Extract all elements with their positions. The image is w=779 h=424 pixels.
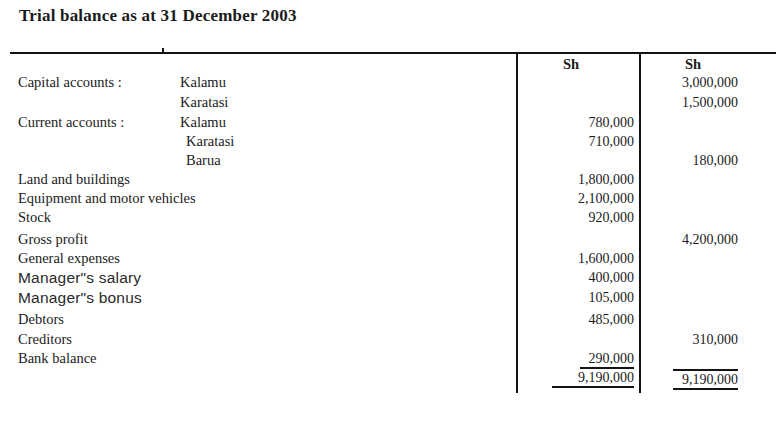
debit-subtotal-underline: 290,000 bbox=[580, 350, 635, 369]
credit-column-header: Sh bbox=[639, 56, 747, 73]
debit-column-header: Sh bbox=[516, 56, 626, 73]
trial-balance-document: Trial balance as at 31 December 2003 Sh … bbox=[0, 0, 779, 424]
account-subname: Kalamu bbox=[180, 114, 226, 131]
page-title: Trial balance as at 31 December 2003 bbox=[19, 6, 297, 26]
account-label: Capital accounts : bbox=[18, 74, 122, 91]
table-row: Manager"s bonus 105,000 bbox=[0, 289, 779, 308]
table-row: Current accounts : Kalamu 780,000 bbox=[0, 114, 779, 133]
table-row: Karatasi 710,000 bbox=[0, 133, 779, 152]
debit-value: 2,100,000 bbox=[518, 190, 634, 207]
debit-value: 710,000 bbox=[518, 133, 634, 150]
credit-total: 9,190,000 bbox=[641, 369, 738, 390]
credit-total-value: 9,190,000 bbox=[673, 369, 738, 390]
account-label: Debtors bbox=[18, 311, 64, 328]
credit-value: 4,200,000 bbox=[641, 231, 738, 248]
table-row: Barua 180,000 bbox=[0, 152, 779, 171]
table-top-rule-notch bbox=[162, 48, 164, 53]
table-row: Equipment and motor vehicles 2,100,000 bbox=[0, 190, 779, 209]
account-label: Equipment and motor vehicles bbox=[18, 190, 196, 207]
debit-value: 1,600,000 bbox=[518, 250, 634, 267]
account-label: General expenses bbox=[18, 250, 120, 267]
debit-total-value: 9,190,000 bbox=[552, 369, 634, 388]
account-label: Stock bbox=[18, 209, 51, 226]
credit-value: 3,000,000 bbox=[641, 74, 738, 91]
table-row: Creditors 310,000 bbox=[0, 331, 779, 350]
account-label: Manager"s bonus bbox=[18, 289, 142, 306]
table-row: Capital accounts : Kalamu 3,000,000 bbox=[0, 74, 779, 93]
credit-value: 310,000 bbox=[641, 331, 738, 348]
table-row: Karatasi 1,500,000 bbox=[0, 94, 779, 113]
debit-value: 780,000 bbox=[518, 114, 634, 131]
account-subname: Kalamu bbox=[180, 74, 226, 91]
debit-value: 920,000 bbox=[518, 209, 634, 226]
debit-value: 105,000 bbox=[518, 289, 634, 306]
table-row: Manager"s salary 400,000 bbox=[0, 269, 779, 288]
credit-value: 1,500,000 bbox=[641, 94, 738, 111]
table-row: Bank balance 290,000 bbox=[0, 350, 779, 369]
debit-total: 9,190,000 bbox=[518, 369, 634, 388]
table-row: Debtors 485,000 bbox=[0, 311, 779, 330]
account-label: Creditors bbox=[18, 331, 72, 348]
debit-value: 485,000 bbox=[518, 311, 634, 328]
account-label: Manager"s salary bbox=[18, 269, 141, 286]
table-row: Gross profit 4,200,000 bbox=[0, 231, 779, 250]
debit-value: 290,000 bbox=[518, 350, 634, 369]
account-label: Current accounts : bbox=[18, 114, 124, 131]
totals-row: 9,190,000 9,190,000 bbox=[0, 369, 779, 388]
table-row: General expenses 1,600,000 bbox=[0, 250, 779, 269]
account-label: Gross profit bbox=[18, 231, 88, 248]
debit-value: 1,800,000 bbox=[518, 171, 634, 188]
credit-value: 180,000 bbox=[641, 152, 738, 169]
account-label: Bank balance bbox=[18, 350, 97, 367]
account-subname: Karatasi bbox=[180, 94, 228, 111]
debit-value: 400,000 bbox=[518, 269, 634, 286]
account-subname: Barua bbox=[186, 152, 221, 169]
table-top-rule bbox=[10, 52, 776, 54]
table-row: Stock 920,000 bbox=[0, 209, 779, 228]
table-row: Land and buildings 1,800,000 bbox=[0, 171, 779, 190]
account-subname: Karatasi bbox=[186, 133, 234, 150]
account-label: Land and buildings bbox=[18, 171, 130, 188]
